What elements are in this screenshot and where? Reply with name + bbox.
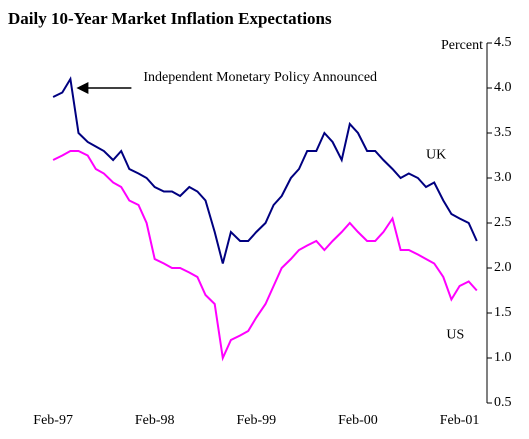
series-line [52, 76, 478, 264]
y-tick-label: 1.5 [494, 305, 512, 320]
y-tick-label: 3.0 [494, 170, 512, 185]
chart-title: Daily 10-Year Market Inflation Expectati… [8, 9, 332, 28]
y-axis-label: Percent [441, 38, 483, 53]
x-tick-label: Feb-97 [33, 413, 73, 428]
y-tick-label: 0.5 [494, 395, 512, 410]
y-tick-label: 4.5 [494, 35, 512, 50]
x-tick-label: Feb-00 [338, 413, 378, 428]
y-tick-label: 3.5 [494, 125, 512, 140]
x-tick-label: Feb-01 [440, 413, 480, 428]
series-label: UK [426, 148, 446, 163]
series-line [52, 150, 478, 362]
y-tick-label: 2.0 [494, 260, 512, 275]
annotation-arrowhead [76, 82, 89, 94]
x-tick-label: Feb-98 [135, 413, 175, 428]
y-tick-label: 2.5 [494, 215, 512, 230]
annotation: Independent Monetary Policy Announced [143, 70, 377, 85]
y-tick-label: 4.0 [494, 80, 512, 95]
series-label: US [446, 328, 464, 343]
x-tick-label: Feb-99 [237, 413, 277, 428]
y-tick-label: 1.0 [494, 350, 512, 365]
